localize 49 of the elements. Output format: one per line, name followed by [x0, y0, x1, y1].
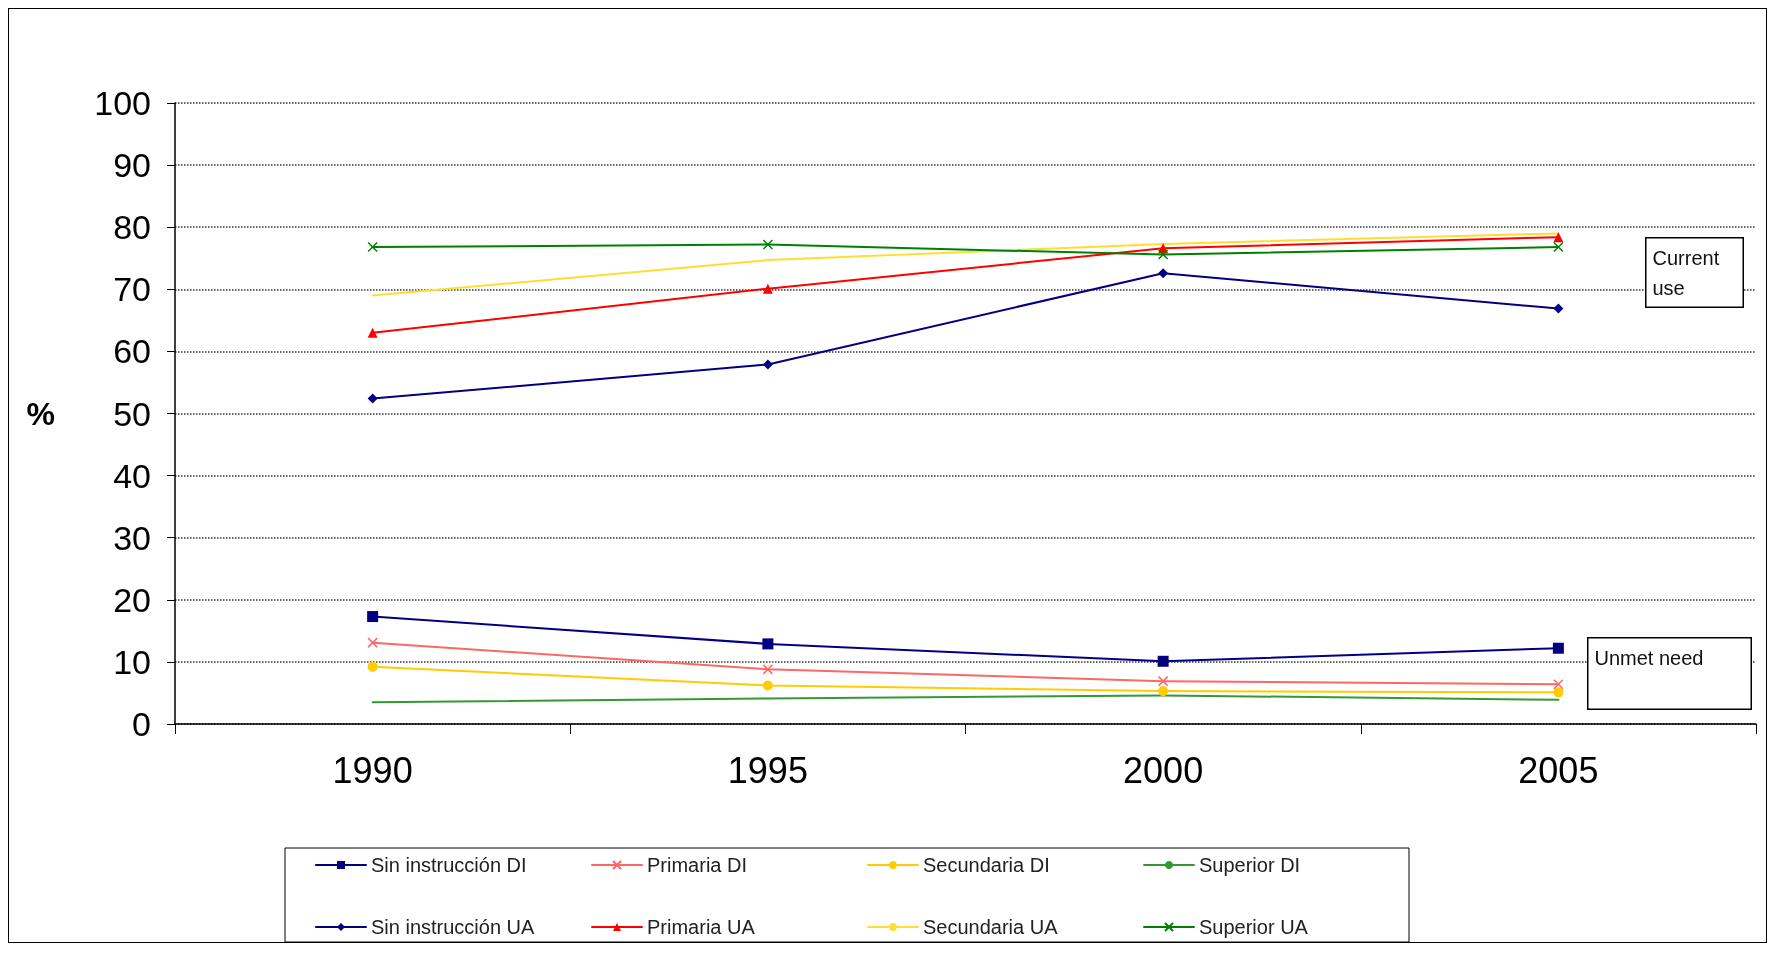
point — [367, 637, 378, 648]
point — [367, 661, 378, 672]
y-tick-label: 70 — [113, 270, 151, 309]
legend-label: Primaria DI — [647, 854, 748, 876]
annotation: Unmet need — [1594, 646, 1704, 669]
point — [1158, 686, 1169, 697]
x-tick-label: 1995 — [727, 749, 808, 791]
point — [1158, 268, 1169, 279]
legend-label: Superior DI — [1199, 854, 1301, 876]
point — [1552, 642, 1564, 654]
point — [1553, 687, 1564, 698]
y-axis-title: % — [26, 395, 55, 432]
point — [1553, 303, 1564, 314]
y-tick-label: 80 — [113, 208, 151, 247]
point — [762, 283, 773, 294]
legend-label: Sin instrucción DI — [371, 854, 527, 876]
x-tick-label: 1990 — [332, 749, 413, 791]
point — [1157, 675, 1169, 687]
y-tick-label: 100 — [94, 84, 151, 122]
point — [1157, 249, 1169, 260]
annotation: Current use — [1652, 246, 1725, 299]
y-tick-label: 30 — [113, 518, 151, 557]
point — [1553, 679, 1564, 690]
point — [762, 664, 774, 675]
point — [762, 359, 773, 370]
x-tick-label: 2000 — [1123, 749, 1204, 791]
point — [367, 611, 379, 623]
point — [762, 239, 774, 250]
y-tick-label: 40 — [113, 456, 151, 495]
y-tick-label: 50 — [113, 394, 151, 433]
y-tick-label: 60 — [113, 332, 151, 371]
y-tick-label: 0 — [132, 705, 151, 743]
legend-label: Sin instrucción UA — [371, 916, 536, 938]
legend-label: Secundaria DI — [923, 854, 1050, 876]
y-tick-label: 10 — [113, 642, 151, 681]
legend-label: Secundaria UA — [923, 916, 1059, 938]
x-tick-label: 2005 — [1518, 749, 1599, 791]
y-tick-label: 20 — [113, 580, 151, 619]
point — [367, 327, 378, 338]
point — [762, 638, 774, 650]
point — [1157, 655, 1169, 667]
legend-label: Primaria UA — [647, 916, 756, 938]
legend-label: Superior UA — [1199, 916, 1309, 938]
point — [762, 680, 773, 691]
point — [1553, 241, 1564, 253]
point — [1553, 232, 1564, 243]
point — [367, 241, 378, 253]
y-tick-label: 90 — [113, 146, 151, 185]
point — [367, 393, 378, 404]
